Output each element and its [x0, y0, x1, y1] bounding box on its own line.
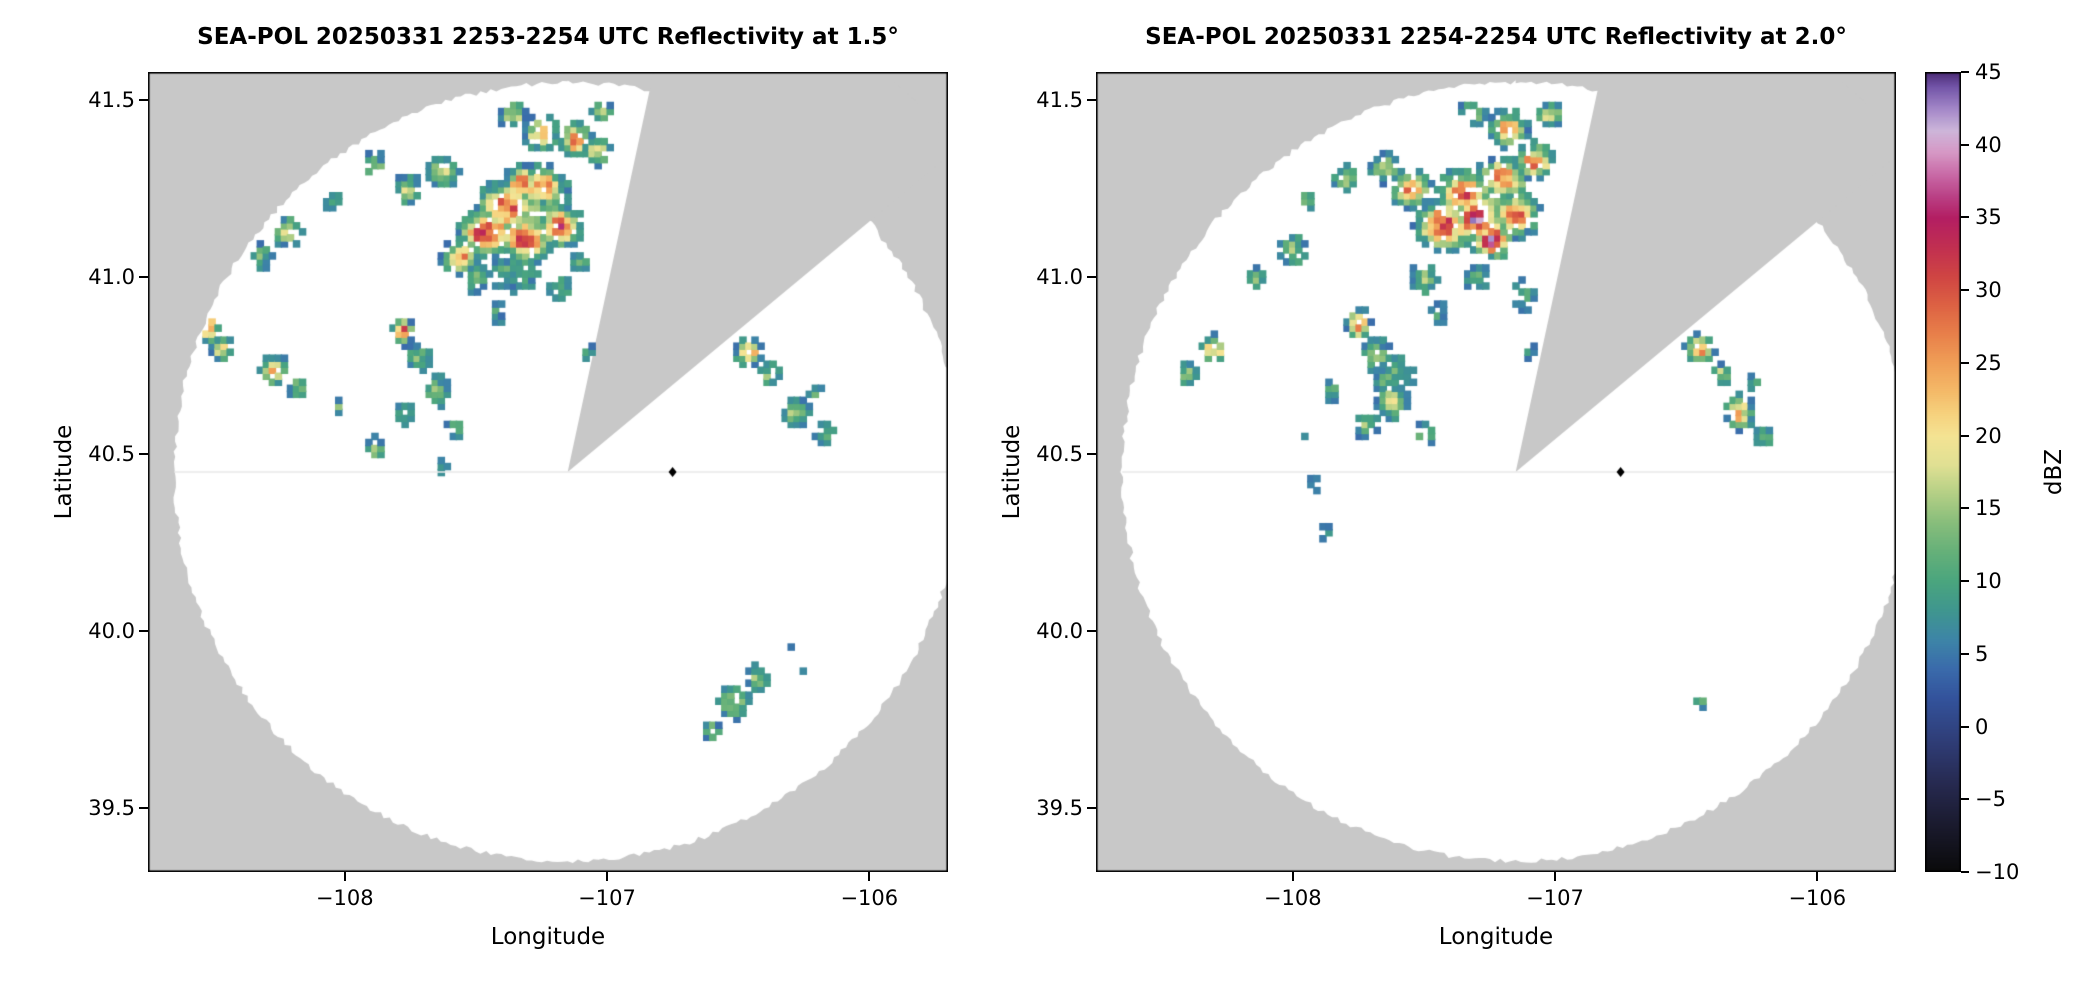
colorbar-tick-label: 10: [1975, 569, 2002, 594]
colorbar-tick-label: −10: [1975, 860, 2020, 884]
colorbar-tick-mark: [1961, 434, 1969, 437]
x-tick-mark: [1291, 872, 1294, 881]
y-tick-label: 39.5: [1036, 796, 1083, 821]
x-tick-mark: [1816, 872, 1819, 881]
x-tick-mark: [868, 872, 871, 881]
colorbar-tick-label: 20: [1975, 423, 2002, 448]
y-tick-mark: [1087, 276, 1096, 279]
y-axis-label-left: Latitude: [51, 424, 77, 520]
colorbar-tick-mark: [1961, 725, 1969, 728]
y-tick-mark: [1087, 453, 1096, 456]
colorbar-tick-label: 0: [1975, 714, 1989, 739]
x-tick-label: −107: [578, 886, 636, 910]
colorbar-tick-label: 40: [1975, 132, 2002, 157]
y-tick-label: 41.0: [88, 265, 135, 290]
y-tick-label: 40.0: [1036, 619, 1083, 644]
x-tick-mark: [343, 872, 346, 881]
radar-ppi-canvas-right: [1096, 72, 1896, 872]
x-tick-label: −108: [315, 886, 374, 910]
colorbar-tick-mark: [1961, 289, 1969, 292]
colorbar-canvas: [1925, 72, 1961, 872]
panel-left-title: SEA-POL 20250331 2253-2254 UTC Reflectiv…: [197, 24, 899, 50]
colorbar-label: dBZ: [2041, 448, 2067, 496]
colorbar-tick-mark: [1961, 143, 1969, 146]
panel-right-title: SEA-POL 20250331 2254-2254 UTC Reflectiv…: [1145, 24, 1847, 50]
colorbar-tick-mark: [1961, 652, 1969, 655]
colorbar-tick-label: −5: [1975, 787, 2006, 812]
colorbar-tick-mark: [1961, 507, 1969, 510]
colorbar-tick-label: 45: [1975, 60, 2002, 84]
colorbar-tick-mark: [1961, 871, 1969, 873]
y-tick-label: 41.5: [88, 88, 135, 113]
y-axis-label-right: Latitude: [999, 424, 1025, 520]
x-tick-label: −107: [1526, 886, 1584, 910]
colorbar-tick-label: 25: [1975, 350, 2002, 375]
x-tick-label: −108: [1263, 886, 1322, 910]
y-tick-mark: [139, 276, 148, 279]
radar-ppi-canvas-left: [148, 72, 948, 872]
x-axis-label-left: Longitude: [490, 924, 606, 950]
y-tick-mark: [1087, 630, 1096, 633]
y-tick-label: 40.0: [88, 619, 135, 644]
colorbar-tick-mark: [1961, 580, 1969, 583]
colorbar-tick-label: 35: [1975, 205, 2002, 230]
y-tick-label: 39.5: [88, 796, 135, 821]
y-tick-label: 41.5: [1036, 88, 1083, 113]
colorbar-tick-mark: [1961, 361, 1969, 364]
x-axis-label-right: Longitude: [1438, 924, 1554, 950]
y-tick-mark: [139, 807, 148, 810]
x-tick-label: −106: [1788, 886, 1847, 910]
x-tick-mark: [606, 872, 609, 881]
x-tick-mark: [1554, 872, 1557, 881]
y-tick-mark: [1087, 99, 1096, 102]
colorbar-tick-label: 15: [1975, 496, 2002, 521]
colorbar-tick-label: 5: [1975, 641, 1989, 666]
y-tick-label: 40.5: [88, 442, 135, 467]
y-tick-label: 40.5: [1036, 442, 1083, 467]
y-tick-mark: [139, 630, 148, 633]
y-tick-label: 41.0: [1036, 265, 1083, 290]
colorbar-tick-mark: [1961, 216, 1969, 219]
colorbar-tick-mark: [1961, 798, 1969, 801]
y-tick-mark: [1087, 807, 1096, 810]
y-tick-mark: [139, 453, 148, 456]
colorbar-tick-mark: [1961, 71, 1969, 73]
x-tick-label: −106: [840, 886, 899, 910]
y-tick-mark: [139, 99, 148, 102]
colorbar-tick-label: 30: [1975, 278, 2002, 303]
